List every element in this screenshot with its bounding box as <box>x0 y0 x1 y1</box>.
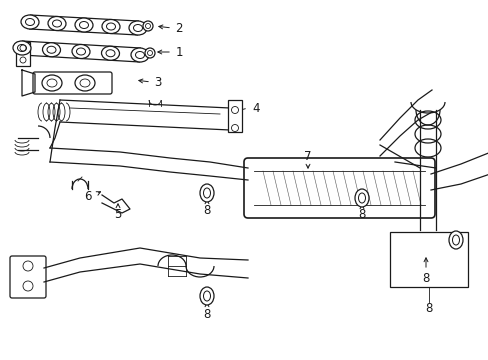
Bar <box>16 42 30 66</box>
Text: 2: 2 <box>175 22 183 35</box>
Ellipse shape <box>18 45 26 51</box>
Ellipse shape <box>131 48 149 62</box>
Circle shape <box>231 107 238 113</box>
Ellipse shape <box>135 51 144 59</box>
Ellipse shape <box>47 46 56 53</box>
Ellipse shape <box>133 24 142 32</box>
Ellipse shape <box>47 79 57 87</box>
Ellipse shape <box>21 15 39 29</box>
Ellipse shape <box>200 287 214 305</box>
Circle shape <box>23 281 33 291</box>
Circle shape <box>23 261 33 271</box>
Ellipse shape <box>52 20 61 27</box>
Ellipse shape <box>80 79 90 87</box>
Text: 4: 4 <box>252 102 259 114</box>
Ellipse shape <box>451 235 459 245</box>
Text: 1: 1 <box>175 45 183 58</box>
Ellipse shape <box>48 17 66 31</box>
Ellipse shape <box>142 21 153 31</box>
Text: 8: 8 <box>422 271 429 284</box>
Text: 8: 8 <box>203 307 210 320</box>
Ellipse shape <box>75 75 95 91</box>
Circle shape <box>20 57 26 63</box>
Polygon shape <box>22 70 35 96</box>
Ellipse shape <box>25 18 35 26</box>
Ellipse shape <box>145 48 155 58</box>
Ellipse shape <box>106 50 115 57</box>
Ellipse shape <box>358 193 365 203</box>
Ellipse shape <box>75 18 93 32</box>
Text: 8: 8 <box>425 302 432 315</box>
Bar <box>227 100 242 132</box>
Ellipse shape <box>448 231 462 249</box>
Ellipse shape <box>106 23 115 30</box>
FancyBboxPatch shape <box>10 256 46 298</box>
Ellipse shape <box>200 184 214 202</box>
Ellipse shape <box>76 48 85 55</box>
Ellipse shape <box>102 19 120 33</box>
Ellipse shape <box>80 22 88 28</box>
FancyBboxPatch shape <box>33 72 112 94</box>
Ellipse shape <box>203 291 210 301</box>
Text: 5: 5 <box>114 208 122 221</box>
FancyBboxPatch shape <box>244 158 434 218</box>
Text: 6: 6 <box>84 190 92 203</box>
Text: 8: 8 <box>358 208 365 221</box>
Ellipse shape <box>354 189 368 207</box>
Circle shape <box>20 45 26 51</box>
Ellipse shape <box>129 21 147 35</box>
Circle shape <box>231 125 238 131</box>
Text: 8: 8 <box>203 203 210 216</box>
Ellipse shape <box>13 41 31 55</box>
Ellipse shape <box>72 45 90 59</box>
Ellipse shape <box>203 188 210 198</box>
Bar <box>389 232 467 287</box>
Text: 7: 7 <box>304 150 311 163</box>
Ellipse shape <box>42 75 62 91</box>
Text: 3: 3 <box>154 76 162 89</box>
Ellipse shape <box>102 46 119 60</box>
Ellipse shape <box>145 23 150 28</box>
Ellipse shape <box>147 50 152 55</box>
Ellipse shape <box>42 43 61 57</box>
